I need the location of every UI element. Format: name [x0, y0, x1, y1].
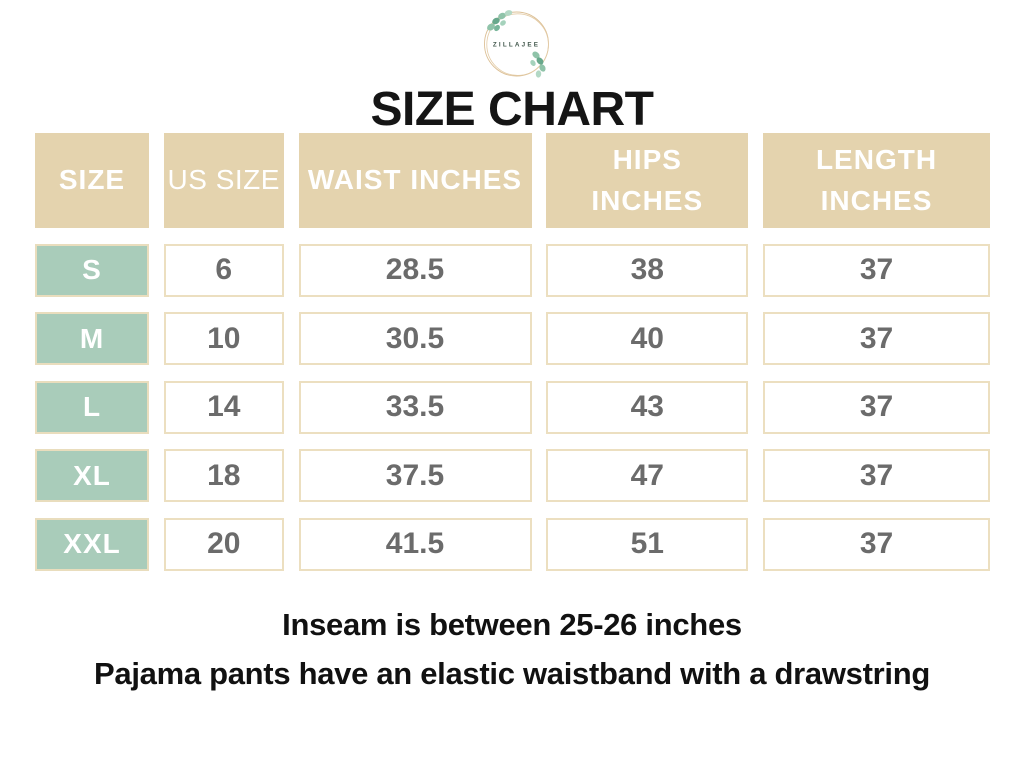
size-cell: L	[35, 380, 149, 434]
size-cell: S	[35, 243, 149, 297]
length-cell: 37	[763, 449, 990, 502]
us-size-cell: 20	[163, 517, 284, 571]
length-cell: 37	[763, 243, 990, 297]
footer-notes: Inseam is between 25-26 inches Pajama pa…	[0, 607, 1024, 704]
hips-cell: 47	[546, 449, 749, 502]
leaf-cluster-bottom-right-icon	[530, 51, 546, 78]
header-cell-waist: WAIST INCHES	[298, 133, 532, 228]
hips-cell: 40	[546, 312, 749, 365]
header-cell-us-size: US SIZE	[163, 133, 284, 228]
length-cell: 37	[763, 517, 990, 571]
note-inseam: Inseam is between 25-26 inches	[282, 607, 742, 642]
page-title: SIZE CHART	[370, 83, 655, 136]
waist-cell: 30.5	[298, 312, 532, 365]
waist-cell: 41.5	[298, 517, 532, 571]
us-size-cell: 18	[163, 449, 284, 502]
hips-cell: 38	[546, 243, 749, 297]
waist-cell: 37.5	[298, 449, 532, 502]
header-cell-size: SIZE	[35, 133, 149, 228]
leaf-cluster-top-left-icon	[487, 10, 513, 32]
us-size-cell: 6	[163, 243, 284, 297]
length-cell: 37	[763, 312, 990, 365]
logo-inner-ring-icon	[486, 13, 549, 76]
size-cell: XL	[35, 449, 149, 502]
zillajee-logo: ZILLAJEE	[484, 10, 549, 78]
length-cell: 37	[763, 380, 990, 434]
logo-brand-text: ZILLAJEE	[493, 42, 540, 49]
hips-cell: 51	[546, 517, 749, 571]
size-cell: XXL	[35, 517, 149, 571]
size-chart-table: SIZE US SIZE WAIST INCHES HIPS INCHES LE…	[35, 133, 990, 571]
waist-cell: 33.5	[298, 380, 532, 434]
hips-cell: 43	[546, 380, 749, 434]
waist-cell: 28.5	[298, 243, 532, 297]
note-waistband: Pajama pants have an elastic waistband w…	[94, 655, 930, 691]
us-size-cell: 10	[163, 312, 284, 365]
header-cell-length: LENGTH INCHES	[763, 133, 990, 228]
header-cell-hips: HIPS INCHES	[546, 133, 749, 228]
size-cell: M	[35, 312, 149, 365]
us-size-cell: 14	[163, 380, 284, 434]
